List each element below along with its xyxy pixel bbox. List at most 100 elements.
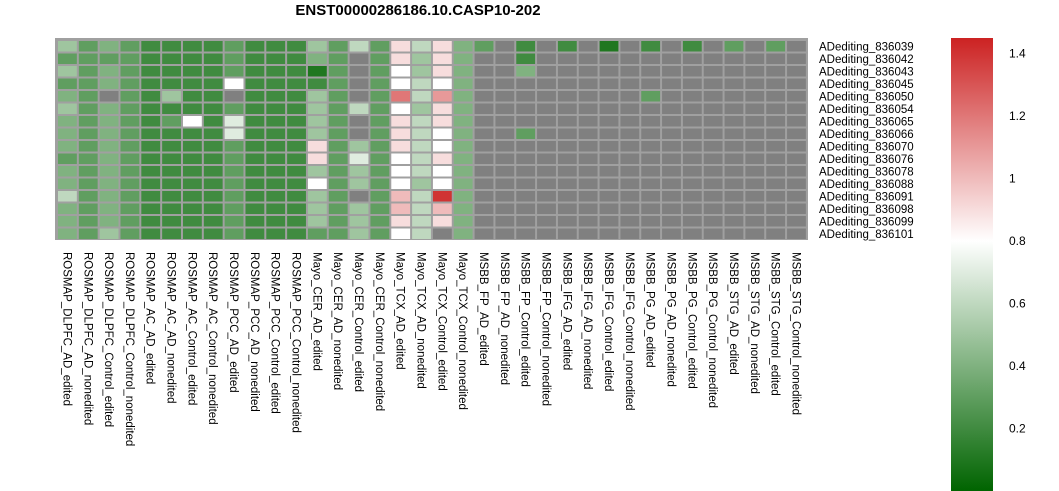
heatmap-cell <box>182 228 202 239</box>
heatmap-cell <box>141 166 161 177</box>
heatmap-cell <box>349 166 369 177</box>
heatmap-cell <box>599 116 619 127</box>
heatmap-cell <box>578 53 598 64</box>
legend-tick-label: 0.4 <box>1009 359 1026 373</box>
heatmap-cell <box>724 191 744 202</box>
heatmap-cell <box>641 141 661 152</box>
heatmap-cell <box>703 78 723 89</box>
heatmap-cell <box>266 66 286 77</box>
legend-tick-label: 1.2 <box>1009 109 1026 123</box>
heatmap-cell <box>182 91 202 102</box>
heatmap-cell <box>266 91 286 102</box>
legend-tick-label: 1.4 <box>1009 47 1026 61</box>
heatmap-cell <box>182 128 202 139</box>
heatmap-cell <box>620 53 640 64</box>
heatmap-cell <box>224 166 244 177</box>
column-label: Mayo_TCX_AD_edited <box>394 252 406 370</box>
heatmap-cell <box>287 103 306 114</box>
heatmap-cell <box>58 228 77 239</box>
heatmap-cell <box>474 228 494 239</box>
heatmap-cell <box>328 178 348 189</box>
heatmap-cell <box>182 41 202 52</box>
heatmap-cell <box>453 191 473 202</box>
heatmap-cell <box>703 128 723 139</box>
heatmap-cell <box>99 166 119 177</box>
heatmap-cell <box>662 141 681 152</box>
heatmap-cell <box>287 141 306 152</box>
heatmap-cell <box>162 78 181 89</box>
heatmap-cell <box>620 103 640 114</box>
heatmap-cell <box>787 141 806 152</box>
heatmap-cell <box>537 203 556 214</box>
heatmap-cell <box>516 41 536 52</box>
heatmap-cell <box>245 53 265 64</box>
heatmap-cell <box>328 141 348 152</box>
heatmap-cell <box>516 203 536 214</box>
heatmap-cell <box>620 216 640 227</box>
heatmap-cell <box>620 66 640 77</box>
heatmap-cell <box>203 53 223 64</box>
row-label: ADediting_836039 <box>819 41 914 53</box>
heatmap-cell <box>287 191 306 202</box>
heatmap-cell <box>266 128 286 139</box>
heatmap-cell <box>349 53 369 64</box>
heatmap-cell <box>245 41 265 52</box>
heatmap-cell <box>495 103 515 114</box>
heatmap-cell <box>349 216 369 227</box>
heatmap-cell <box>745 66 765 77</box>
heatmap-cell <box>58 166 77 177</box>
heatmap-cell <box>620 128 640 139</box>
heatmap-cell <box>599 78 619 89</box>
column-label: ROSMAP_DLPFC_AD_nonedited <box>81 252 93 425</box>
heatmap-cell <box>453 53 473 64</box>
row-label: ADediting_836098 <box>819 204 914 216</box>
heatmap-cell <box>287 91 306 102</box>
heatmap-cell <box>120 66 140 77</box>
heatmap-cell <box>578 103 598 114</box>
heatmap-cell <box>662 78 681 89</box>
heatmap-cell <box>453 153 473 164</box>
heatmap-cell <box>599 191 619 202</box>
heatmap-cell <box>141 103 161 114</box>
heatmap-cell <box>120 78 140 89</box>
heatmap-cell <box>537 66 556 77</box>
heatmap-cell <box>266 103 286 114</box>
heatmap-cell <box>787 228 806 239</box>
heatmap-cell <box>245 141 265 152</box>
heatmap-cell <box>287 66 306 77</box>
heatmap-cell <box>495 116 515 127</box>
heatmap-cell <box>328 153 348 164</box>
heatmap-cell <box>599 41 619 52</box>
heatmap-cell <box>224 66 244 77</box>
heatmap-cell <box>266 141 286 152</box>
heatmap-cell <box>474 53 494 64</box>
heatmap-cell <box>682 128 702 139</box>
row-label: ADediting_836043 <box>819 66 914 78</box>
heatmap-cell <box>224 91 244 102</box>
heatmap-cell <box>557 228 577 239</box>
heatmap-cell <box>78 216 98 227</box>
heatmap-cell <box>182 141 202 152</box>
row-label: ADediting_836050 <box>819 91 914 103</box>
heatmap-cell <box>703 153 723 164</box>
heatmap-cell <box>578 116 598 127</box>
heatmap-cell <box>641 116 661 127</box>
heatmap-cell <box>620 141 640 152</box>
column-label: ROSMAP_AC_Control_nonedited <box>206 252 218 425</box>
row-labels: ADediting_836039ADediting_836042ADeditin… <box>819 41 914 241</box>
heatmap-cell <box>287 128 306 139</box>
heatmap-cell <box>724 141 744 152</box>
heatmap-cell <box>245 78 265 89</box>
heatmap-cell <box>141 66 161 77</box>
heatmap-cell <box>745 203 765 214</box>
heatmap-cell <box>370 41 390 52</box>
heatmap-cell <box>328 191 348 202</box>
heatmap-cell <box>245 166 265 177</box>
heatmap-cell <box>58 103 77 114</box>
heatmap-cell <box>662 203 681 214</box>
heatmap-cell <box>453 178 473 189</box>
heatmap-cell <box>495 228 515 239</box>
heatmap-cell <box>432 116 452 127</box>
column-label: MSBB_FP_Control_nonedited <box>540 252 552 406</box>
heatmap-cell <box>578 203 598 214</box>
